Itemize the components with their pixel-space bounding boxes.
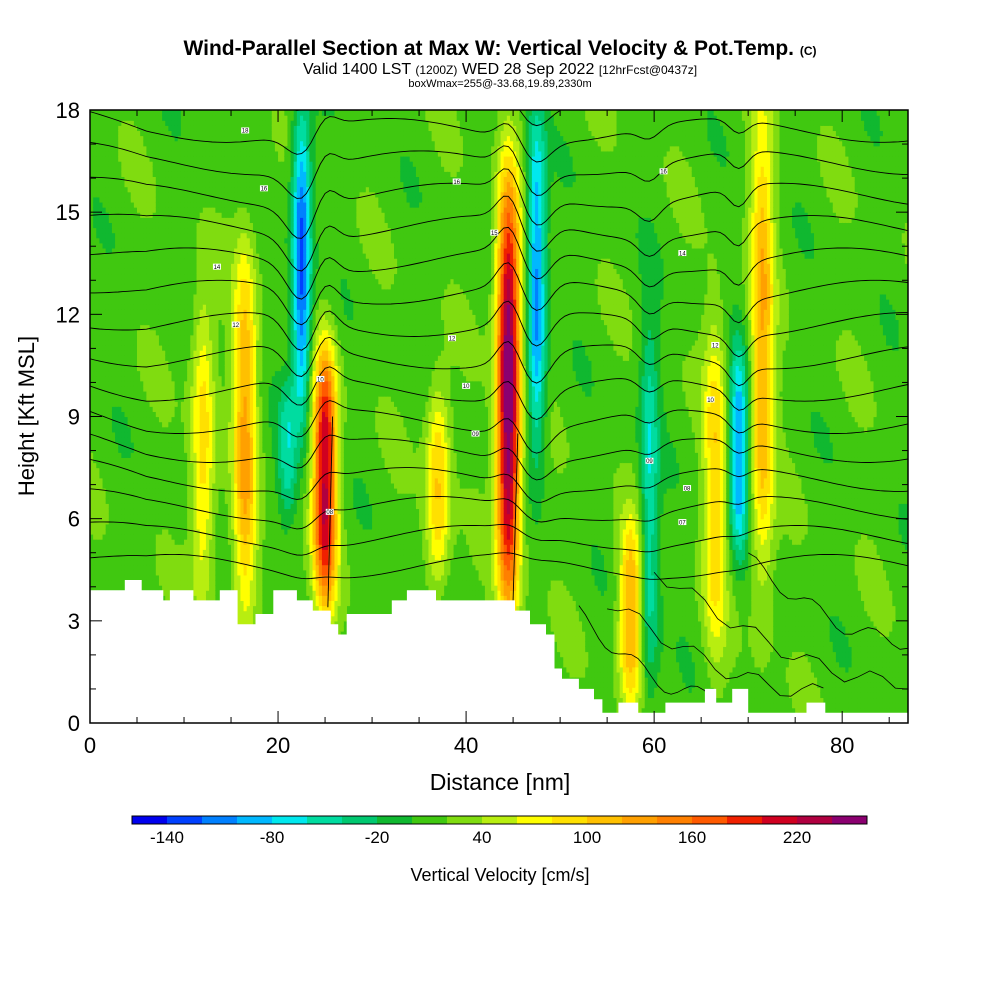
y-tick-label: 18 [56,98,80,123]
theta-label: 14 [214,265,221,271]
colorbar-swatch [342,816,378,824]
colorbar-tick-label: 220 [783,828,811,847]
colorbar-swatch [202,816,238,824]
x-tick-label: 60 [642,733,666,758]
y-tick-label: 6 [68,507,80,532]
colorbar-tick-label: -140 [150,828,184,847]
colorbar-swatch [692,816,728,824]
theta-label: 14 [679,251,686,257]
theta-label: 12 [449,336,456,342]
colorbar-swatch [377,816,413,824]
colorbar-swatch [272,816,308,824]
theta-label: 15 [491,231,498,237]
colorbar-swatch [307,816,343,824]
colorbar-swatch [762,816,798,824]
y-axis-label: Height [Kft MSL] [14,336,39,496]
colorbar-swatch [797,816,833,824]
colorbar-tick-label: 40 [473,828,492,847]
x-tick-label: 20 [266,733,290,758]
colorbar-swatch [167,816,203,824]
x-axis-label: Distance [nm] [430,769,571,795]
theta-label: 07 [679,520,686,526]
theta-label: 16 [660,170,667,176]
theta-label: 12 [712,343,719,349]
theta-label: 10 [707,398,714,404]
theta-label: 16 [261,187,268,193]
theta-label: 12 [232,323,239,329]
theta-label: 18 [242,129,249,135]
colorbar: -140 -80 -20 40 100 160 220 [132,816,868,847]
colorbar-swatch [832,816,868,824]
y-tick-label: 0 [68,711,80,736]
colorbar-swatch [482,816,518,824]
colorbar-swatch [657,816,693,824]
colorbar-tick-label: -80 [260,828,285,847]
colorbar-tick-label: 100 [573,828,601,847]
x-tick-label: 0 [84,733,96,758]
colorbar-swatch [447,816,483,824]
theta-label: 16 [453,180,460,186]
y-tick-label: 3 [68,609,80,634]
colorbar-swatch [517,816,553,824]
x-tick-label: 40 [454,733,478,758]
colorbar-swatch [237,816,273,824]
y-tick-label: 9 [68,405,80,430]
theta-label: 10 [317,377,324,383]
colorbar-tick-label: -20 [365,828,390,847]
colorbar-swatch [587,816,623,824]
theta-label: 09 [472,432,479,438]
colorbar-tick-label: 160 [678,828,706,847]
y-tick-label: 15 [56,200,80,225]
theta-label: 08 [326,510,333,516]
colorbar-swatch [132,816,168,824]
theta-label: 10 [463,384,470,390]
colorbar-swatch [727,816,763,824]
colorbar-swatch [412,816,448,824]
colorbar-swatch [552,816,588,824]
theta-label: 09 [646,459,653,465]
theta-label: 08 [684,486,691,492]
y-tick-label: 12 [56,302,80,327]
colorbar-swatch [622,816,658,824]
x-tick-label: 80 [830,733,854,758]
colorbar-label: Vertical Velocity [cm/s] [410,865,589,885]
